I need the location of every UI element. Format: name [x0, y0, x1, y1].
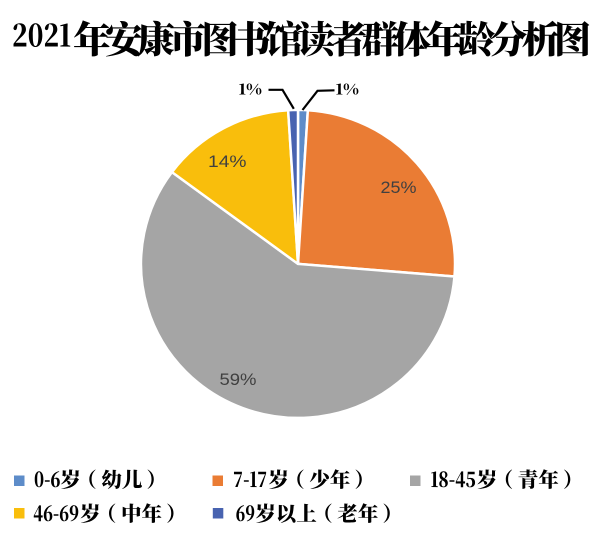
- svg-text:14%: 14%: [208, 153, 247, 171]
- svg-text:25%: 25%: [381, 179, 417, 197]
- svg-text:59%: 59%: [220, 371, 257, 389]
